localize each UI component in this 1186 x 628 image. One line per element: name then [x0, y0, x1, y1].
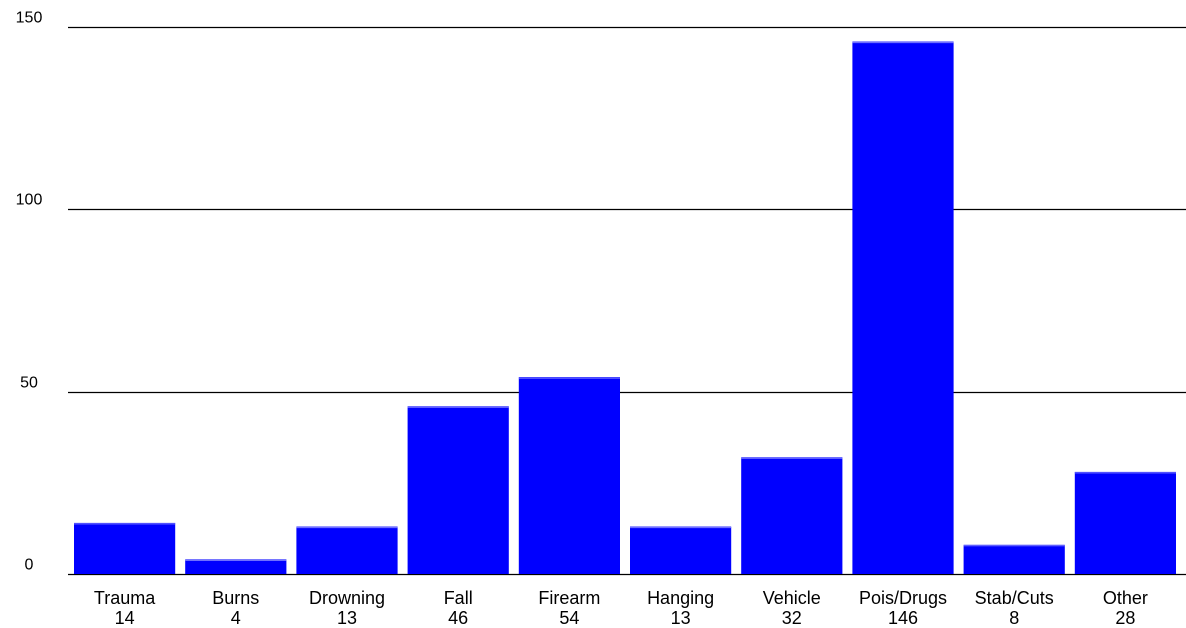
x-category-label: Firearm — [538, 588, 600, 608]
bar-value-label: 4 — [231, 608, 241, 628]
bar-value-label: 13 — [671, 608, 691, 628]
y-tick-label: 100 — [16, 192, 43, 209]
bar-value-label: 146 — [888, 608, 918, 628]
bar-pois-drugs — [852, 41, 954, 575]
y-tick-label: 50 — [20, 375, 38, 392]
y-axis-tick-labels: 0 50 100 150 — [16, 10, 43, 574]
y-tick-label: 0 — [25, 557, 34, 574]
bar-fall — [407, 406, 509, 574]
bar-hanging — [630, 526, 732, 574]
bar-vehicle — [741, 457, 843, 574]
x-category-label: Drowning — [309, 588, 385, 608]
x-category-label: Trauma — [94, 588, 156, 608]
bar-value-label: 8 — [1009, 608, 1019, 628]
x-category-label: Pois/Drugs — [859, 588, 947, 608]
bars — [74, 41, 1176, 575]
bar-trauma — [74, 522, 176, 574]
x-category-label: Other — [1103, 588, 1148, 608]
x-category-label: Hanging — [647, 588, 714, 608]
bar-firearm — [518, 377, 620, 574]
gridlines — [68, 26, 1186, 576]
bar-value-label: 54 — [559, 608, 579, 628]
bar-other — [1074, 471, 1176, 574]
x-category-label: Fall — [444, 588, 473, 608]
bar-value-label: 28 — [1115, 608, 1135, 628]
bar-value-label: 14 — [115, 608, 135, 628]
x-axis-labels: Trauma14Burns4Drowning13Fall46Firearm54H… — [94, 588, 1148, 628]
bar-value-label: 32 — [782, 608, 802, 628]
x-category-label: Vehicle — [763, 588, 821, 608]
y-tick-label: 150 — [16, 10, 43, 27]
bar-drowning — [296, 526, 398, 574]
bar-value-label: 46 — [448, 608, 468, 628]
bar-burns — [185, 559, 287, 574]
x-category-label: Burns — [212, 588, 259, 608]
x-category-label: Stab/Cuts — [975, 588, 1054, 608]
bar-stab-cuts — [963, 544, 1065, 574]
bar-value-label: 13 — [337, 608, 357, 628]
